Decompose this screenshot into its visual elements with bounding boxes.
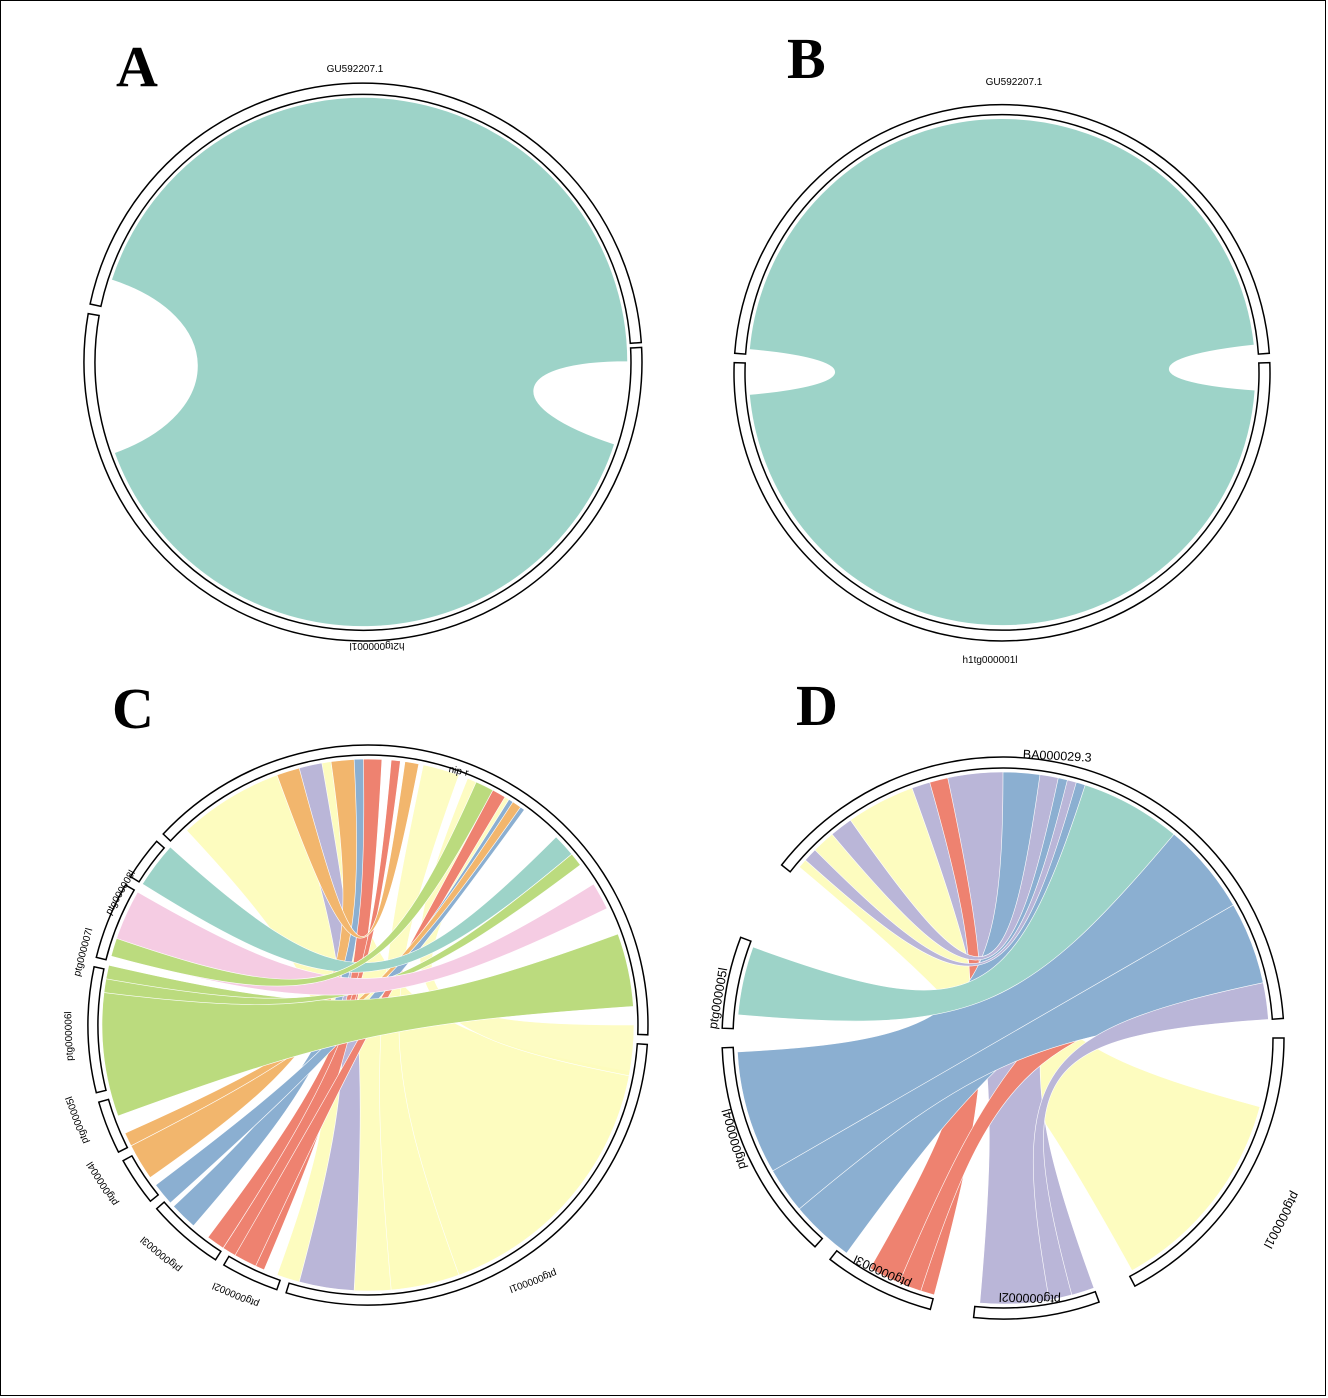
panel-d-ideogram-ring [721, 756, 1285, 1320]
panel-c-label: C [112, 676, 154, 741]
panel-a-label: A [116, 34, 158, 99]
panel-a-chords [110, 96, 629, 628]
panel-d-chord-6 [772, 904, 1268, 1210]
panel-c-chord-16 [110, 781, 494, 987]
panel-c-chord-9 [155, 798, 525, 1204]
panel-c-chord-7 [207, 759, 401, 1249]
panel-c-segment-ptg000006l [87, 965, 107, 1094]
panel-c-segment-label-ptg000006l: ptg000006l [63, 1011, 76, 1061]
panel-d-segment-label-ptg000001l: ptg000001l [1261, 1189, 1302, 1250]
panel-b-chords [748, 117, 1257, 627]
panel-d-segment-label-reference: BA000029.3 [1022, 747, 1091, 765]
panel-c-segment-ptg000008l [129, 840, 166, 883]
panel-c-segment-ptg000005l [97, 1098, 129, 1154]
panel-a-segment-label-contig: h2tg000001l [349, 640, 404, 651]
panel-c-ideogram-ring [87, 744, 649, 1306]
panel-d-chord-8 [1033, 982, 1269, 1301]
panel-c-chords [101, 758, 635, 1292]
panel-c: C nip-r ptg000001l ptg000002l ptg000003l… [63, 676, 649, 1309]
panel-c-chord-12 [101, 933, 634, 1117]
panel-d: D BA000029.3 ptg000001l ptg000002l ptg00… [706, 673, 1302, 1320]
panel-c-segment-label-ptg000007l: ptg000007l [72, 927, 95, 978]
panel-d-segment-reference [780, 756, 1285, 1021]
panel-b-label: B [787, 26, 826, 91]
panel-a-ideogram-ring [83, 82, 643, 642]
panel-a-segment-contig [83, 312, 643, 642]
panel-b-chord-1 [748, 117, 1257, 627]
panel-c-segment-label-ptg000003l: ptg000003l [139, 1234, 184, 1274]
panel-c-segment-label-ptg000002l: ptg000002l [211, 1280, 261, 1309]
panel-c-segment-ptg000004l [122, 1154, 160, 1203]
panel-d-segment-label-ptg000002l: ptg000002l [999, 1290, 1061, 1306]
panel-c-segment-ptg000003l [155, 1201, 222, 1261]
panel-b: B GU592207.1 h1tg000001l [733, 26, 1271, 666]
panel-c-chord-14 [110, 883, 608, 996]
panel-c-segment-label-nip-r: nip-r [448, 764, 471, 779]
panel-a-chord-1 [110, 96, 629, 628]
panel-d-segment-ptg000003l [828, 1249, 935, 1311]
panel-c-segment-label-ptg000005l: ptg000005l [64, 1095, 91, 1145]
panel-a-segment-reference [89, 82, 643, 345]
panel-d-segment-ptg000004l [721, 1046, 824, 1248]
panel-d-chord-9 [831, 774, 1059, 961]
panel-c-segment-nip-r [162, 744, 649, 1036]
panel-b-ideogram-ring [733, 103, 1271, 642]
panel-c-chord-15 [141, 836, 573, 973]
panel-c-segment-ptg000002l [222, 1255, 282, 1291]
panel-d-chord-10 [804, 779, 1077, 967]
panel-c-segment-label-ptg000004l: ptg000004l [85, 1159, 121, 1207]
panel-d-label: D [796, 673, 838, 738]
panel-c-segment-ptg000001l [285, 1042, 649, 1306]
panel-a: A GU592207.1 h2tg000001l [83, 34, 643, 651]
panel-c-segment-label-ptg000001l: ptg000001l [508, 1267, 558, 1294]
panel-d-segment-ptg000001l [1128, 1037, 1285, 1288]
panel-b-segment-contig [733, 361, 1271, 642]
panel-b-segment-label-contig: h1tg000001l [962, 655, 1017, 666]
panel-d-segment-ptg000005l [721, 936, 752, 1030]
panel-c-chord-3 [379, 764, 460, 1291]
panel-d-chords [737, 771, 1269, 1305]
panel-c-segment-ptg000007l [95, 883, 136, 961]
panel-b-segment-label-reference: GU592207.1 [986, 77, 1043, 88]
panel-b-segment-reference [733, 103, 1271, 355]
panel-d-chord-7 [737, 784, 1175, 1022]
panel-c-chord-17 [276, 761, 420, 939]
panel-d-segment-ptg000002l [972, 1290, 1101, 1320]
panel-a-segment-label-reference: GU592207.1 [327, 64, 384, 75]
